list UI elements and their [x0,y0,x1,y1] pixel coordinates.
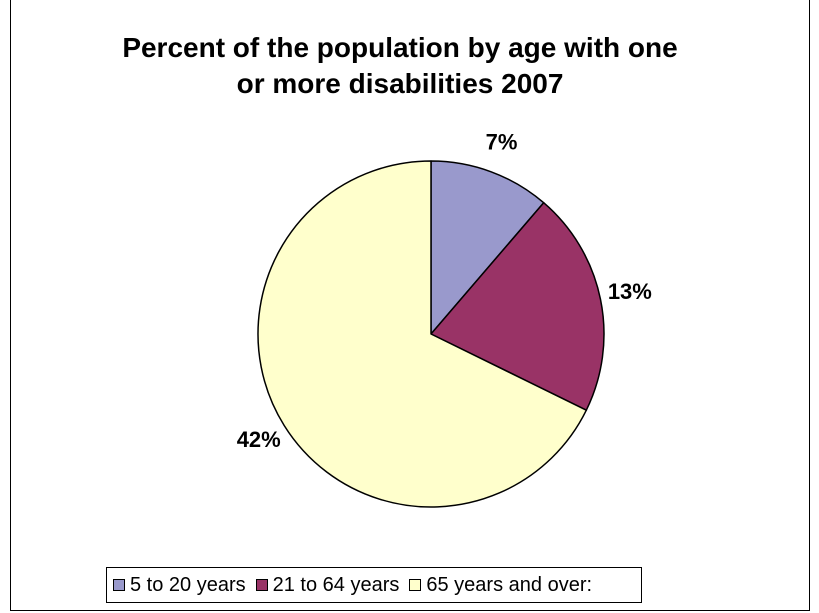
chart-title: Percent of the population by age with on… [60,30,740,102]
chart-title-line-2: or more disabilities 2007 [236,68,564,99]
pie-slice-65-plus [257,160,588,508]
chart-title-line-1: Percent of the population by age with on… [122,32,678,63]
legend-label-65-plus: 65 years and over: [426,573,593,596]
legend-item-65-plus: 65 years and over: [409,574,592,597]
legend-item-5-to-20: 5 to 20 years [113,574,246,597]
data-label-5-to-20: 7% [486,129,518,154]
legend-swatch-65-plus [409,579,422,591]
legend-swatch-21-to-64 [255,579,268,591]
legend: 5 to 20 years 21 to 64 years 65 years an… [106,567,642,603]
pie-slice-21-to-64 [430,201,605,411]
data-label-21-to-64: 13% [608,279,652,304]
pie-slice-5-to-20 [430,160,545,335]
legend-label-5-to-20: 5 to 20 years [130,573,246,596]
data-label-65-plus: 42% [237,427,281,452]
legend-swatch-5-to-20 [113,579,125,591]
legend-label-21-to-64: 21 to 64 years [272,573,400,596]
legend-item-21-to-64: 21 to 64 years [255,573,400,597]
